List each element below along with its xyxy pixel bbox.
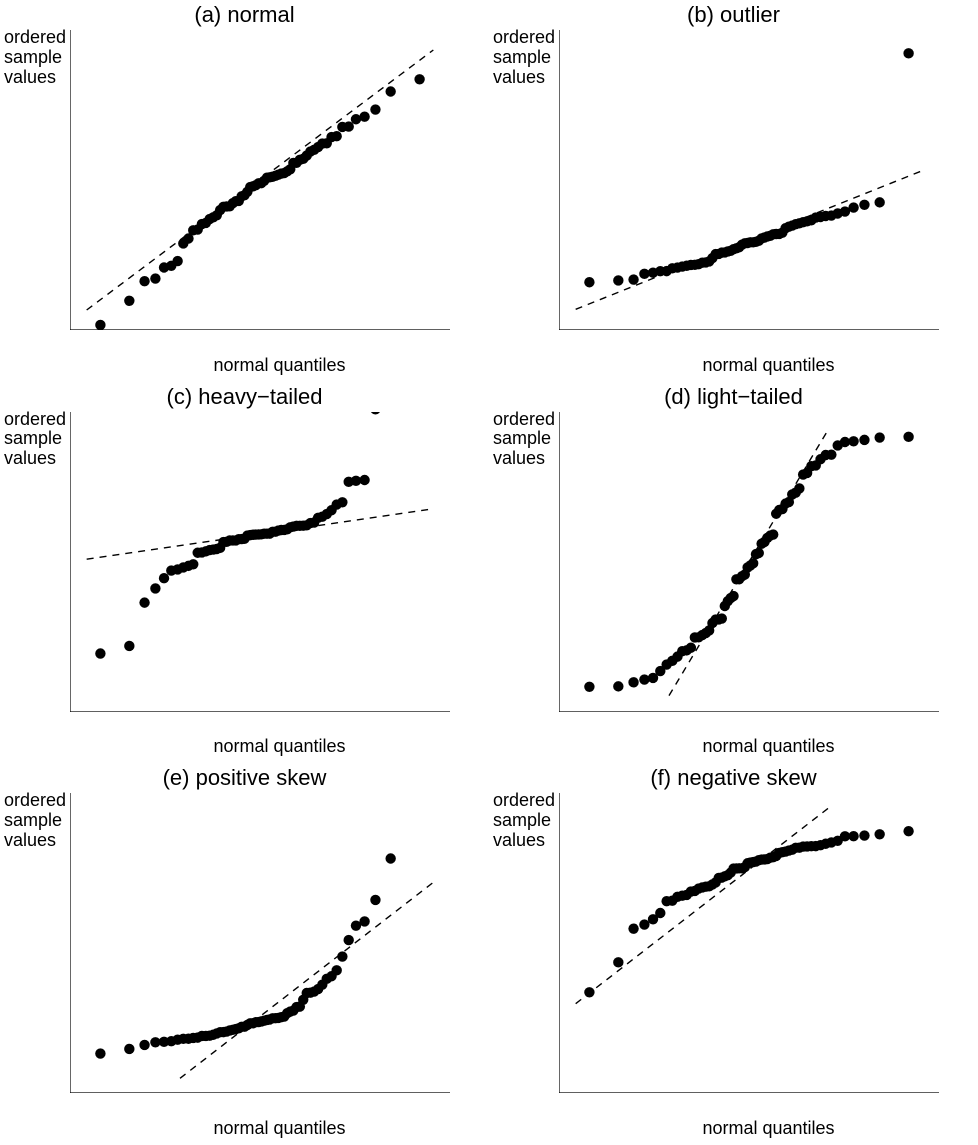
qq-plot (70, 793, 450, 1093)
panel-d: (d) light−tailedorderedsamplevalues norma… (489, 382, 978, 764)
qq-plot (70, 30, 450, 330)
x-axis-label: normal quantiles (489, 355, 978, 376)
x-axis-label: normal quantiles (0, 355, 489, 376)
panel-title: (a) normal (0, 2, 489, 28)
y-axis-label: orderedsamplevalues (493, 410, 555, 469)
reference-line (180, 883, 433, 1079)
panel-b: (b) outlierorderedsamplevalues normal qua… (489, 0, 978, 382)
panel-title: (b) outlier (489, 2, 978, 28)
qq-plot (559, 30, 939, 330)
panel-title: (e) positive skew (0, 765, 489, 791)
panel-e: (e) positive skeworderedsamplevalues norm… (0, 763, 489, 1145)
panel-title: (c) heavy−tailed (0, 384, 489, 410)
x-axis-label: normal quantiles (489, 1118, 978, 1139)
y-axis-label: orderedsamplevalues (493, 28, 555, 87)
qq-plot (559, 412, 939, 712)
qq-plot (70, 412, 450, 712)
qq-plot (559, 793, 939, 1093)
y-axis-label: orderedsamplevalues (4, 28, 66, 87)
panel-f: (f) negative skeworderedsamplevalues norm… (489, 763, 978, 1145)
y-axis-label: orderedsamplevalues (4, 791, 66, 850)
y-axis-label: orderedsamplevalues (4, 410, 66, 469)
x-axis-label: normal quantiles (0, 1118, 489, 1139)
panel-c: (c) heavy−tailedorderedsamplevalues norma… (0, 382, 489, 764)
panel-title: (f) negative skew (489, 765, 978, 791)
x-axis-label: normal quantiles (489, 736, 978, 757)
panel-title: (d) light−tailed (489, 384, 978, 410)
y-axis-label: orderedsamplevalues (493, 791, 555, 850)
x-axis-label: normal quantiles (0, 736, 489, 757)
reference-line (576, 808, 829, 1004)
figure-grid: (a) normalorderedsamplevaluesnormal quan… (0, 0, 978, 1145)
panel-a: (a) normalorderedsamplevalues normal quan… (0, 0, 489, 382)
